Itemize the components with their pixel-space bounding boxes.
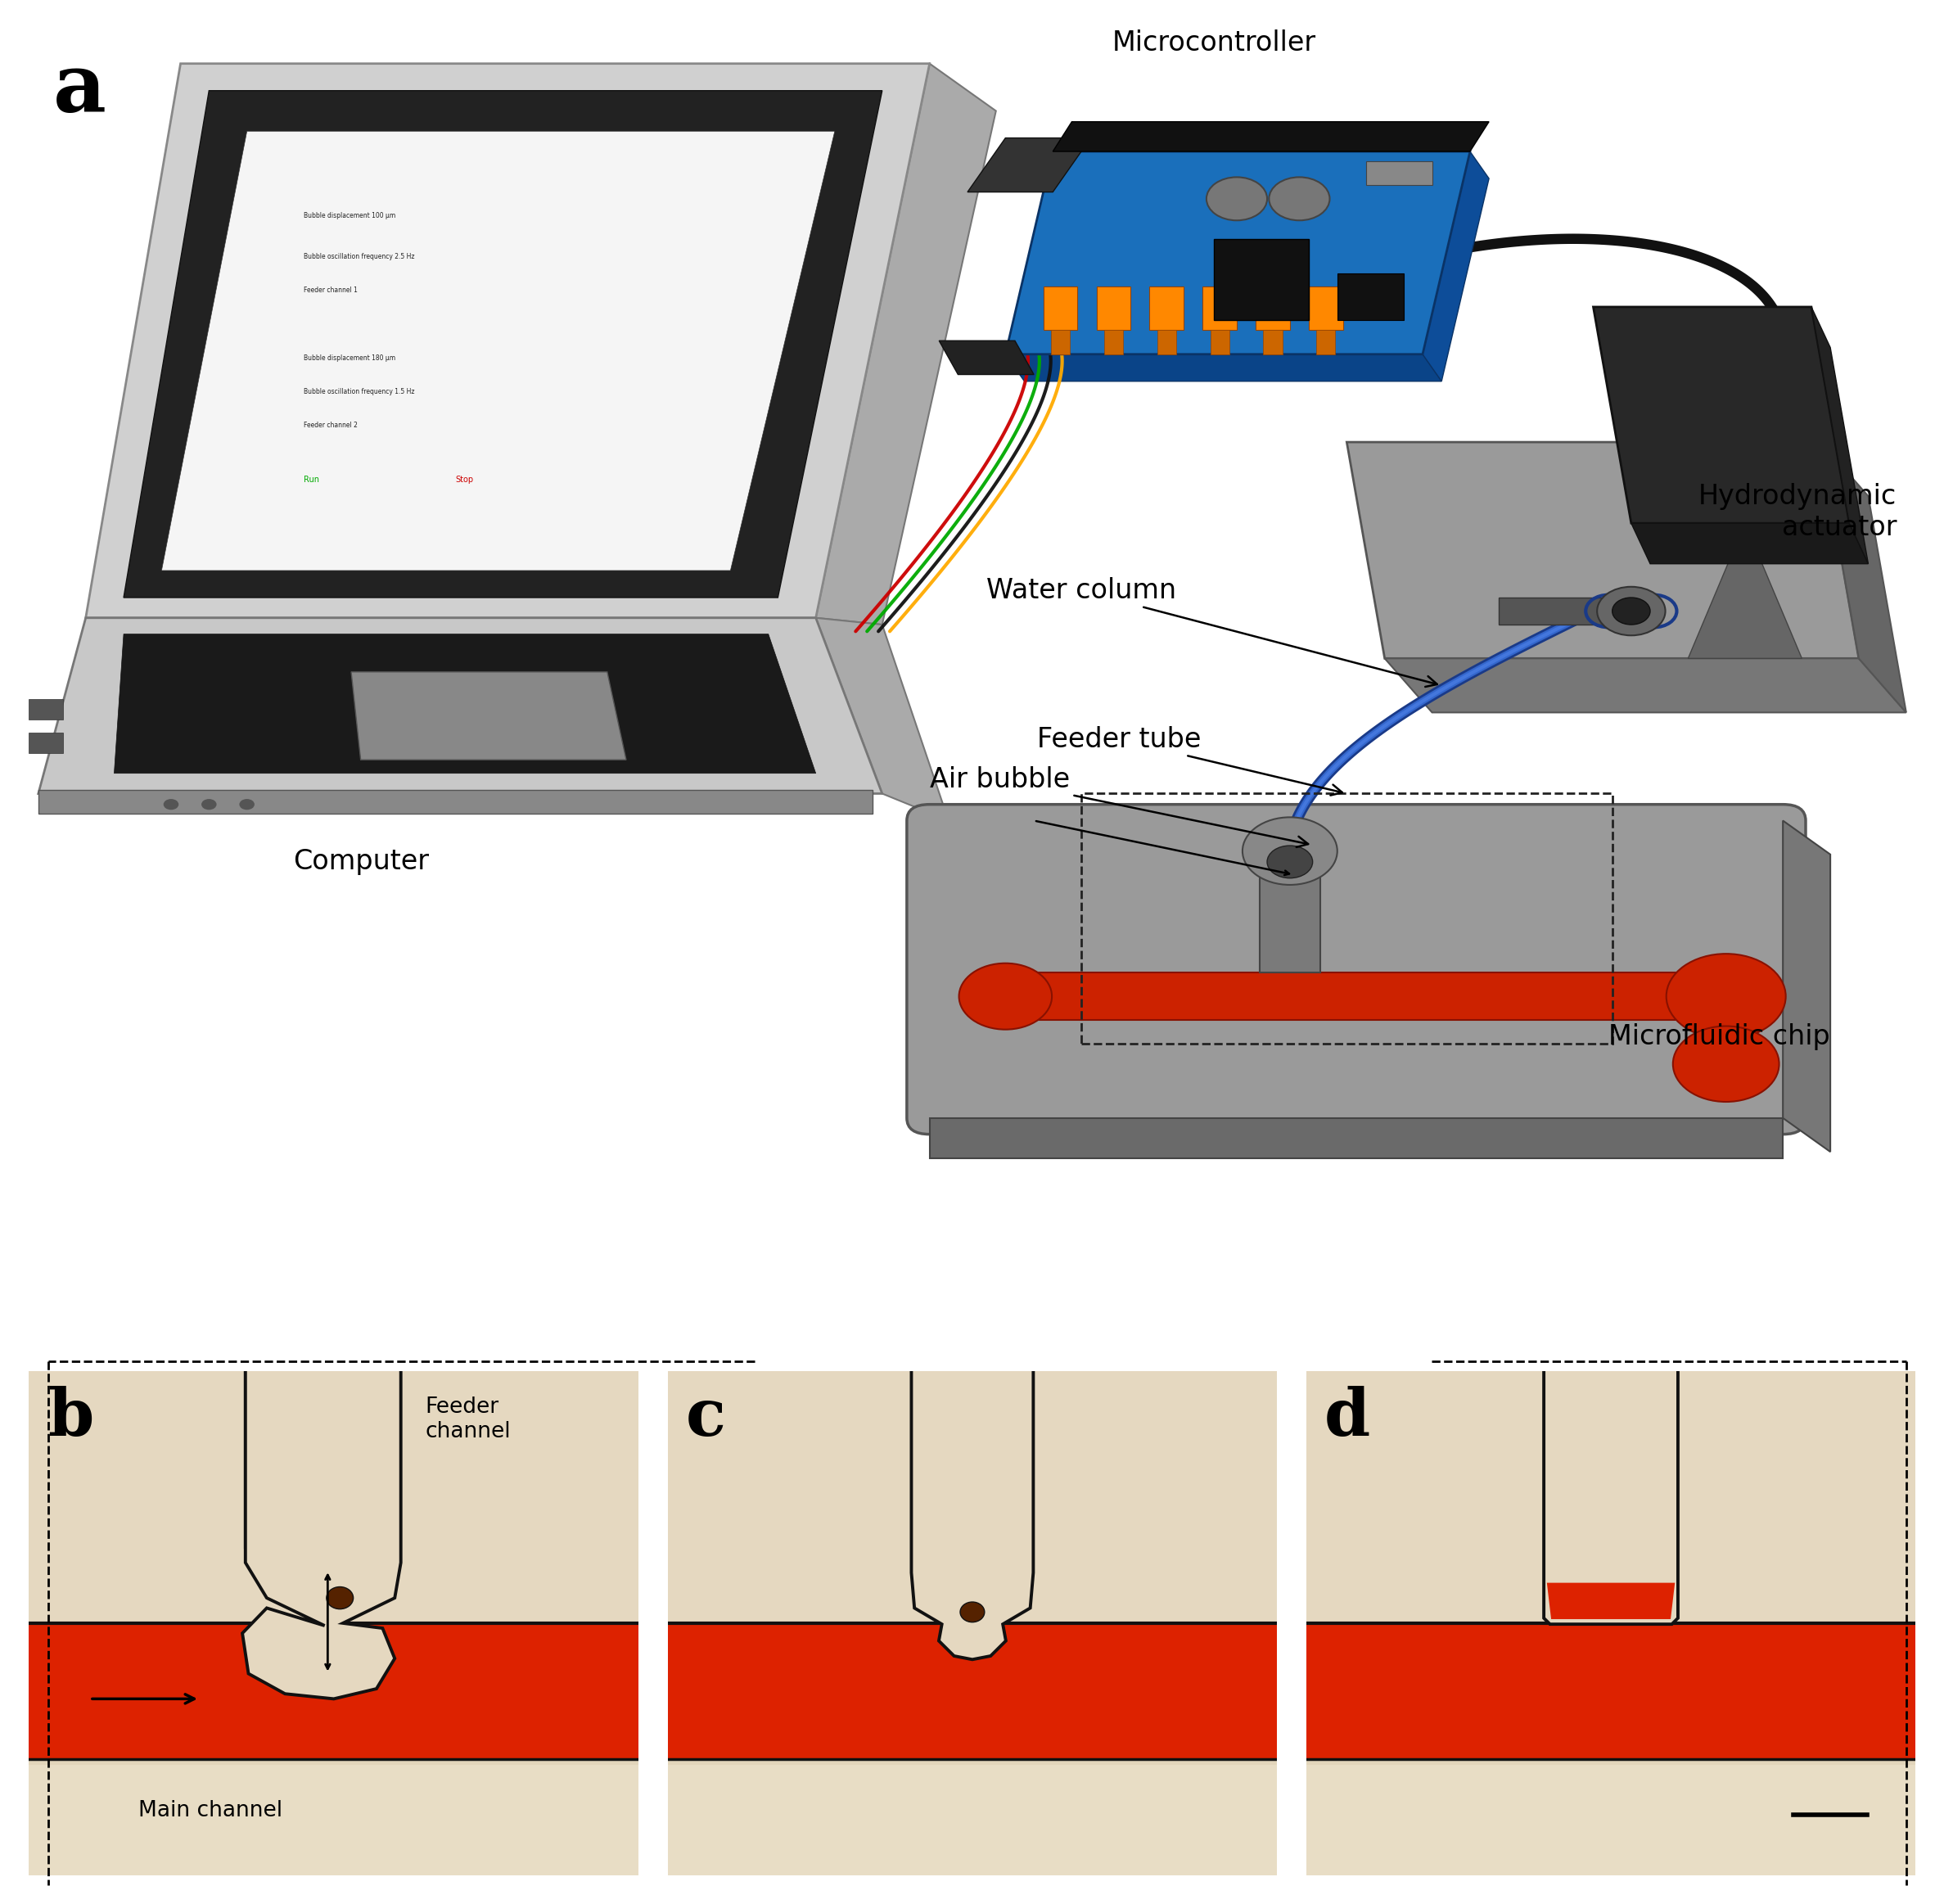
FancyBboxPatch shape bbox=[908, 803, 1805, 1135]
Polygon shape bbox=[352, 672, 627, 760]
Bar bbox=[23, 1765, 644, 1881]
Text: Microfluidic chip: Microfluidic chip bbox=[1608, 1024, 1831, 1051]
Bar bbox=[1300, 1622, 1921, 1759]
Bar bbox=[23, 1628, 644, 1881]
Polygon shape bbox=[1422, 152, 1490, 381]
Bar bbox=[1264, 329, 1283, 354]
Circle shape bbox=[240, 800, 255, 809]
Text: Feeder channel 2: Feeder channel 2 bbox=[304, 423, 358, 428]
Bar bbox=[1043, 288, 1078, 329]
Polygon shape bbox=[968, 137, 1091, 192]
Polygon shape bbox=[1053, 122, 1490, 152]
Text: Water column: Water column bbox=[987, 577, 1438, 687]
Text: c: c bbox=[685, 1386, 726, 1449]
Bar bbox=[1082, 794, 1612, 1043]
Bar bbox=[29, 699, 64, 720]
Polygon shape bbox=[242, 1365, 401, 1698]
Text: Stop: Stop bbox=[455, 476, 474, 484]
Polygon shape bbox=[124, 91, 882, 598]
Bar bbox=[1300, 1628, 1921, 1881]
Polygon shape bbox=[1006, 354, 1442, 381]
Text: Bubble displacement 100 μm: Bubble displacement 100 μm bbox=[304, 211, 395, 219]
Bar bbox=[1256, 288, 1291, 329]
Bar bbox=[1260, 851, 1320, 973]
Text: Microcontroller: Microcontroller bbox=[1113, 30, 1316, 57]
Polygon shape bbox=[163, 131, 834, 571]
Polygon shape bbox=[1811, 307, 1867, 564]
Bar bbox=[1149, 288, 1184, 329]
Bar bbox=[1213, 240, 1308, 320]
Text: Bubble displacement 180 μm: Bubble displacement 180 μm bbox=[304, 354, 395, 362]
Text: Run: Run bbox=[304, 476, 319, 484]
Bar bbox=[1366, 162, 1432, 185]
Bar bbox=[1337, 272, 1403, 320]
Polygon shape bbox=[1006, 152, 1471, 354]
Polygon shape bbox=[1782, 821, 1831, 1152]
Polygon shape bbox=[1631, 524, 1867, 564]
Bar bbox=[1300, 1765, 1921, 1881]
Bar bbox=[1204, 288, 1236, 329]
Polygon shape bbox=[911, 1365, 1033, 1660]
Circle shape bbox=[960, 963, 1053, 1030]
Text: Air bubble: Air bubble bbox=[929, 767, 1308, 847]
Circle shape bbox=[960, 1601, 985, 1622]
Polygon shape bbox=[1546, 1582, 1676, 1618]
Text: Main channel: Main channel bbox=[139, 1799, 283, 1820]
Polygon shape bbox=[817, 63, 997, 625]
Circle shape bbox=[201, 800, 217, 809]
Circle shape bbox=[1674, 1026, 1778, 1102]
Text: Feeder
channel: Feeder channel bbox=[426, 1396, 511, 1441]
Circle shape bbox=[1269, 177, 1329, 221]
Bar bbox=[662, 1628, 1283, 1881]
Polygon shape bbox=[817, 617, 948, 821]
Polygon shape bbox=[1498, 598, 1631, 625]
Text: a: a bbox=[54, 50, 106, 129]
Polygon shape bbox=[938, 341, 1033, 375]
Bar bbox=[1051, 329, 1070, 354]
Circle shape bbox=[163, 800, 178, 809]
Polygon shape bbox=[39, 617, 882, 794]
Bar bbox=[1157, 329, 1176, 354]
Bar bbox=[1209, 329, 1229, 354]
Circle shape bbox=[1267, 845, 1312, 878]
Polygon shape bbox=[1821, 442, 1906, 712]
Text: Bubble oscillation frequency 1.5 Hz: Bubble oscillation frequency 1.5 Hz bbox=[304, 388, 414, 396]
Circle shape bbox=[1666, 954, 1786, 1040]
Polygon shape bbox=[1385, 659, 1906, 712]
Bar bbox=[1308, 288, 1343, 329]
Text: d: d bbox=[1324, 1386, 1370, 1449]
Polygon shape bbox=[1687, 524, 1801, 659]
Bar bbox=[1316, 329, 1335, 354]
Bar bbox=[662, 1765, 1283, 1881]
Circle shape bbox=[1596, 586, 1666, 636]
Text: Computer: Computer bbox=[292, 847, 430, 874]
Bar bbox=[39, 790, 873, 813]
Bar bbox=[29, 733, 64, 752]
Bar bbox=[1097, 288, 1130, 329]
Text: Feeder tube: Feeder tube bbox=[1037, 725, 1343, 796]
Bar bbox=[1105, 329, 1122, 354]
Circle shape bbox=[1206, 177, 1267, 221]
Circle shape bbox=[327, 1586, 354, 1609]
Polygon shape bbox=[114, 634, 817, 773]
Bar bbox=[23, 1622, 644, 1759]
Polygon shape bbox=[929, 1118, 1782, 1158]
Polygon shape bbox=[1347, 442, 1860, 659]
Polygon shape bbox=[85, 63, 929, 617]
Polygon shape bbox=[1593, 307, 1850, 524]
Circle shape bbox=[1612, 598, 1651, 625]
Text: Feeder channel 1: Feeder channel 1 bbox=[304, 288, 358, 293]
Polygon shape bbox=[1544, 1365, 1678, 1624]
Bar bbox=[1006, 973, 1726, 1021]
Bar bbox=[662, 1622, 1283, 1759]
Circle shape bbox=[1242, 817, 1337, 885]
Text: Hydrodynamic
actuator: Hydrodynamic actuator bbox=[1699, 484, 1896, 541]
Text: b: b bbox=[46, 1386, 93, 1449]
Text: Bubble oscillation frequency 2.5 Hz: Bubble oscillation frequency 2.5 Hz bbox=[304, 253, 414, 261]
